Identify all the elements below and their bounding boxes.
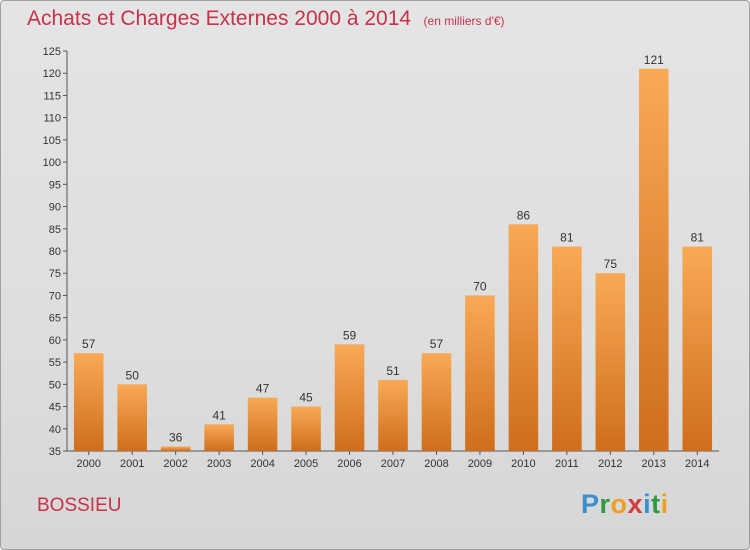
bar-value-label: 57 — [82, 337, 96, 351]
logo-letter: t — [651, 489, 661, 519]
x-tick-label: 2000 — [76, 458, 100, 470]
y-tick-label: 90 — [49, 202, 61, 214]
bar-2000 — [73, 353, 104, 451]
bar-value-label: 47 — [256, 382, 270, 396]
y-tick-label: 70 — [49, 290, 61, 302]
x-tick-label: 2010 — [511, 458, 535, 470]
bar-value-label: 57 — [430, 337, 444, 351]
chart-subtitle: (en milliers d'€) — [423, 14, 505, 28]
x-tick-label: 2014 — [685, 458, 709, 470]
bar-2002 — [160, 446, 191, 451]
y-tick-label: 35 — [49, 446, 61, 458]
y-tick-label: 75 — [49, 268, 61, 280]
y-tick-label: 50 — [49, 379, 61, 391]
logo-letter: i — [660, 489, 669, 519]
y-tick-label: 40 — [49, 424, 61, 436]
title-row: Achats et Charges Externes 2000 à 2014 (… — [27, 7, 505, 31]
bar-2007 — [378, 379, 408, 451]
y-tick-label: 105 — [43, 135, 61, 147]
logo-letter: o — [610, 489, 628, 519]
chart-title: Achats et Charges Externes 2000 à 2014 — [27, 7, 412, 30]
bar-value-label: 81 — [560, 231, 574, 245]
x-tick-label: 2013 — [642, 458, 666, 470]
y-tick-label: 120 — [43, 68, 61, 80]
x-tick-label: 2012 — [598, 458, 622, 470]
bar-value-label: 59 — [343, 328, 357, 342]
bar-value-label: 51 — [386, 364, 400, 378]
y-axis: 35 40 45 50 55 60 65 70 75 80 85 90 95 100 105 110 115 12… — [43, 46, 68, 458]
y-tick-label: 45 — [49, 402, 61, 414]
y-tick-label: 110 — [43, 113, 61, 125]
x-tick-label: 2005 — [294, 458, 318, 470]
y-tick-label: 125 — [43, 46, 61, 58]
x-tick-label: 2008 — [424, 458, 448, 470]
bar-value-label: 121 — [644, 53, 664, 67]
bar-2009 — [465, 295, 495, 451]
logo-letter: P — [581, 489, 600, 519]
x-axis: 2000 2001 2002 2003 2004 2005 2006 2007 2008 2009… — [67, 450, 719, 470]
bar-2013 — [639, 68, 669, 452]
y-tick-label: 65 — [49, 313, 61, 325]
bar-value-label: 81 — [691, 231, 705, 245]
x-tick-label: 2004 — [250, 458, 274, 470]
logo-letter: i — [643, 489, 652, 519]
y-tick-label: 80 — [49, 246, 61, 258]
bar-2014 — [682, 246, 713, 451]
x-tick-label: 2006 — [337, 458, 361, 470]
x-tick-label: 2007 — [381, 458, 405, 470]
x-tick-label: 2001 — [120, 458, 144, 470]
bar-value-label: 45 — [299, 391, 313, 405]
bar-2006 — [334, 344, 365, 451]
bar-2003 — [204, 424, 234, 451]
bar-value-label: 41 — [212, 408, 226, 422]
y-tick-label: 55 — [49, 357, 61, 369]
town-name: BOSSIEU — [37, 495, 122, 516]
bars: 57 50 36 41 47 45 59 51 57 70 86 81 75 121 81 — [73, 53, 713, 452]
bar-2005 — [291, 406, 321, 451]
bar-2008 — [421, 353, 452, 451]
logo-letter: r — [599, 489, 611, 519]
y-tick-label: 115 — [43, 90, 61, 102]
y-tick-label: 95 — [49, 179, 61, 191]
bar-value-label: 75 — [604, 257, 618, 271]
bar-2004 — [247, 397, 278, 451]
bar-value-label: 50 — [126, 368, 140, 382]
bar-value-label: 70 — [473, 279, 487, 293]
bar-2012 — [595, 273, 626, 451]
bar-value-label: 86 — [517, 208, 531, 222]
x-tick-label: 2003 — [207, 458, 231, 470]
y-tick-label: 60 — [49, 335, 61, 347]
y-tick-label: 100 — [43, 157, 61, 169]
bar-2011 — [552, 246, 582, 451]
bar-2001 — [117, 384, 147, 451]
proxiti-logo: Proxiti — [581, 489, 669, 520]
y-tick-label: 85 — [49, 224, 61, 236]
logo-letter: x — [627, 489, 644, 519]
x-tick-label: 2011 — [555, 458, 579, 470]
x-tick-label: 2009 — [468, 458, 492, 470]
bar-2010 — [508, 224, 539, 451]
x-tick-label: 2002 — [163, 458, 187, 470]
bar-value-label: 36 — [169, 431, 183, 445]
